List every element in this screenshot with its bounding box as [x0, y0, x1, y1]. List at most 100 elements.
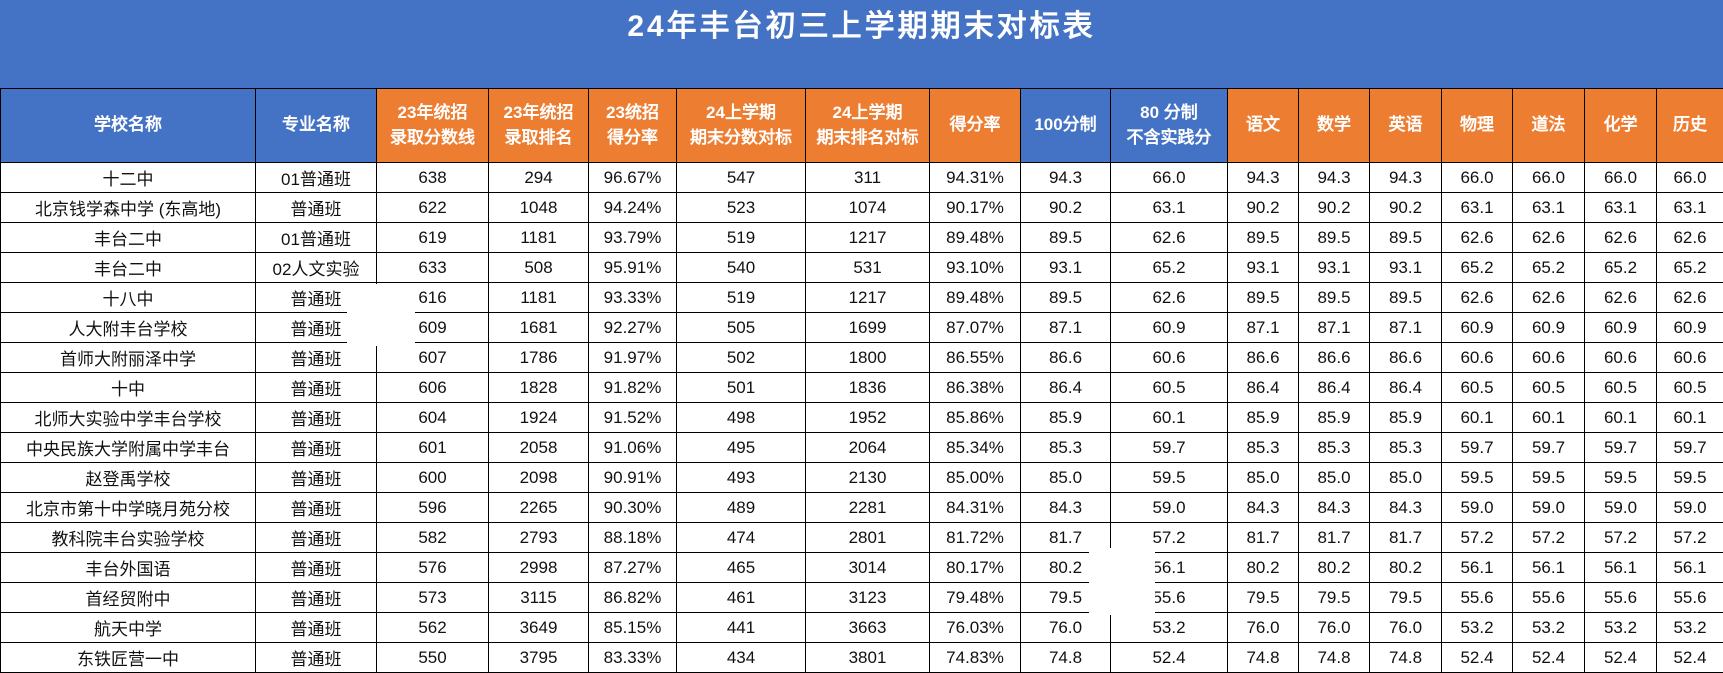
- score-cell: 1924: [489, 403, 589, 433]
- score-cell: 56.1: [1442, 553, 1513, 583]
- score-cell: 91.97%: [589, 343, 677, 373]
- score-cell: 2058: [489, 433, 589, 463]
- score-cell: 550: [377, 643, 489, 673]
- score-cell: 57.2: [1657, 523, 1723, 553]
- score-cell: 59.0: [1657, 493, 1723, 523]
- score-cell: 3801: [806, 643, 930, 673]
- score-cell: 56.1: [1513, 553, 1585, 583]
- score-cell: 57.2: [1513, 523, 1585, 553]
- score-cell: 498: [677, 403, 806, 433]
- score-cell: 1800: [806, 343, 930, 373]
- score-cell: 81.7: [1228, 523, 1299, 553]
- score-cell: 489: [677, 493, 806, 523]
- score-cell: 60.9: [1585, 313, 1657, 343]
- score-cell: 60.1: [1442, 403, 1513, 433]
- score-cell: 85.9: [1228, 403, 1299, 433]
- score-cell: 86.4: [1370, 373, 1442, 403]
- score-cell: 59.0: [1111, 493, 1228, 523]
- column-header: 物理: [1442, 89, 1513, 163]
- score-cell: 66.0: [1111, 163, 1228, 193]
- column-header: 80 分制 不含实践分: [1111, 89, 1228, 163]
- score-cell: 91.82%: [589, 373, 677, 403]
- score-cell: 63.1: [1111, 193, 1228, 223]
- score-cell: 2130: [806, 463, 930, 493]
- score-cell: 53.2: [1111, 613, 1228, 643]
- score-cell: 60.1: [1585, 403, 1657, 433]
- title-band: 24年丰台初三上学期期末对标表: [0, 0, 1723, 88]
- score-cell: 59.7: [1111, 433, 1228, 463]
- score-cell: 80.2: [1299, 553, 1370, 583]
- school-name-cell: 中央民族大学附属中学丰台: [1, 433, 256, 463]
- score-cell: 55.6: [1657, 583, 1723, 613]
- column-header: 23年统招 录取分数线: [377, 89, 489, 163]
- score-cell: 2998: [489, 553, 589, 583]
- score-cell: 52.4: [1111, 643, 1228, 673]
- score-cell: 86.4: [1021, 373, 1111, 403]
- school-name-cell: 人大附丰台学校: [1, 313, 256, 343]
- score-cell: 311: [806, 163, 930, 193]
- score-cell: 92.27%: [589, 313, 677, 343]
- score-cell: 93.1: [1299, 253, 1370, 283]
- score-cell: 604: [377, 403, 489, 433]
- score-cell: 86.6: [1228, 343, 1299, 373]
- page-title: 24年丰台初三上学期期末对标表: [627, 5, 1095, 49]
- school-name-cell: 丰台二中: [1, 253, 256, 283]
- score-cell: 86.55%: [930, 343, 1021, 373]
- score-cell: 86.6: [1370, 343, 1442, 373]
- score-cell: 74.8: [1021, 643, 1111, 673]
- column-header: 学校名称: [1, 89, 256, 163]
- score-cell: 85.15%: [589, 613, 677, 643]
- score-cell: 493: [677, 463, 806, 493]
- program-name-cell: 普通班: [256, 433, 377, 463]
- score-cell: 573: [377, 583, 489, 613]
- score-cell: 89.5: [1299, 283, 1370, 313]
- score-cell: 59.5: [1111, 463, 1228, 493]
- score-cell: 60.9: [1442, 313, 1513, 343]
- score-cell: 76.0: [1370, 613, 1442, 643]
- score-cell: 562: [377, 613, 489, 643]
- score-cell: 60.1: [1657, 403, 1723, 433]
- score-cell: 66.0: [1442, 163, 1513, 193]
- score-cell: 87.1: [1228, 313, 1299, 343]
- column-header: 化学: [1585, 89, 1657, 163]
- score-cell: 94.3: [1228, 163, 1299, 193]
- program-name-cell: 01普通班: [256, 163, 377, 193]
- school-name-cell: 北京钱学森中学 (东高地): [1, 193, 256, 223]
- score-cell: 1217: [806, 283, 930, 313]
- score-cell: 86.38%: [930, 373, 1021, 403]
- score-cell: 85.0: [1021, 463, 1111, 493]
- score-cell: 86.6: [1299, 343, 1370, 373]
- score-cell: 60.9: [1657, 313, 1723, 343]
- school-name-cell: 丰台外国语: [1, 553, 256, 583]
- score-cell: 79.5: [1299, 583, 1370, 613]
- program-name-cell: 普通班: [256, 613, 377, 643]
- whiteout-patch: [347, 284, 415, 346]
- score-cell: 62.6: [1585, 283, 1657, 313]
- score-cell: 59.7: [1585, 433, 1657, 463]
- score-cell: 1828: [489, 373, 589, 403]
- score-cell: 508: [489, 253, 589, 283]
- score-cell: 1048: [489, 193, 589, 223]
- score-cell: 89.5: [1021, 223, 1111, 253]
- program-name-cell: 普通班: [256, 493, 377, 523]
- score-cell: 60.5: [1111, 373, 1228, 403]
- program-name-cell: 01普通班: [256, 223, 377, 253]
- score-cell: 85.86%: [930, 403, 1021, 433]
- score-cell: 85.3: [1228, 433, 1299, 463]
- score-cell: 60.1: [1111, 403, 1228, 433]
- school-name-cell: 北京市第十中学晓月苑分校: [1, 493, 256, 523]
- score-cell: 523: [677, 193, 806, 223]
- score-cell: 52.4: [1442, 643, 1513, 673]
- score-cell: 2281: [806, 493, 930, 523]
- column-header: 语文: [1228, 89, 1299, 163]
- score-cell: 60.6: [1585, 343, 1657, 373]
- program-name-cell: 普通班: [256, 523, 377, 553]
